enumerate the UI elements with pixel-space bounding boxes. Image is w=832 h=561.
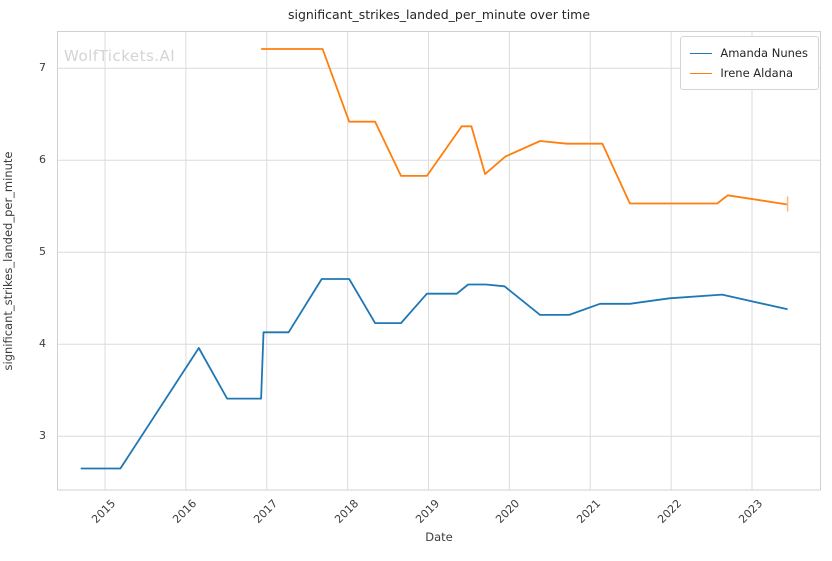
legend: Amanda Nunes Irene Aldana (680, 36, 819, 90)
y-tick-label: 4 (39, 337, 46, 351)
series-line-1 (261, 48, 788, 206)
series-line-0 (80, 278, 788, 470)
chart-title: significant_strikes_landed_per_minute ov… (287, 7, 591, 22)
plot-border (57, 31, 821, 491)
watermark: WolfTickets.AI (64, 47, 176, 65)
y-tick-label: 7 (39, 61, 46, 75)
legend-label: Irene Aldana (720, 66, 794, 80)
x-axis-label: Date (425, 530, 453, 544)
legend-entry-irene-aldana: Irene Aldana (690, 63, 808, 83)
y-tick-label: 5 (39, 245, 46, 259)
y-tick-label: 6 (39, 153, 46, 167)
legend-line-sample-icon (690, 52, 713, 54)
legend-line-sample-icon (690, 72, 713, 74)
legend-label: Amanda Nunes (720, 46, 808, 60)
y-axis-label: significant_strikes_landed_per_minute (1, 151, 15, 371)
y-tick-label: 3 (39, 429, 46, 443)
legend-entry-amanda-nunes: Amanda Nunes (690, 43, 808, 63)
